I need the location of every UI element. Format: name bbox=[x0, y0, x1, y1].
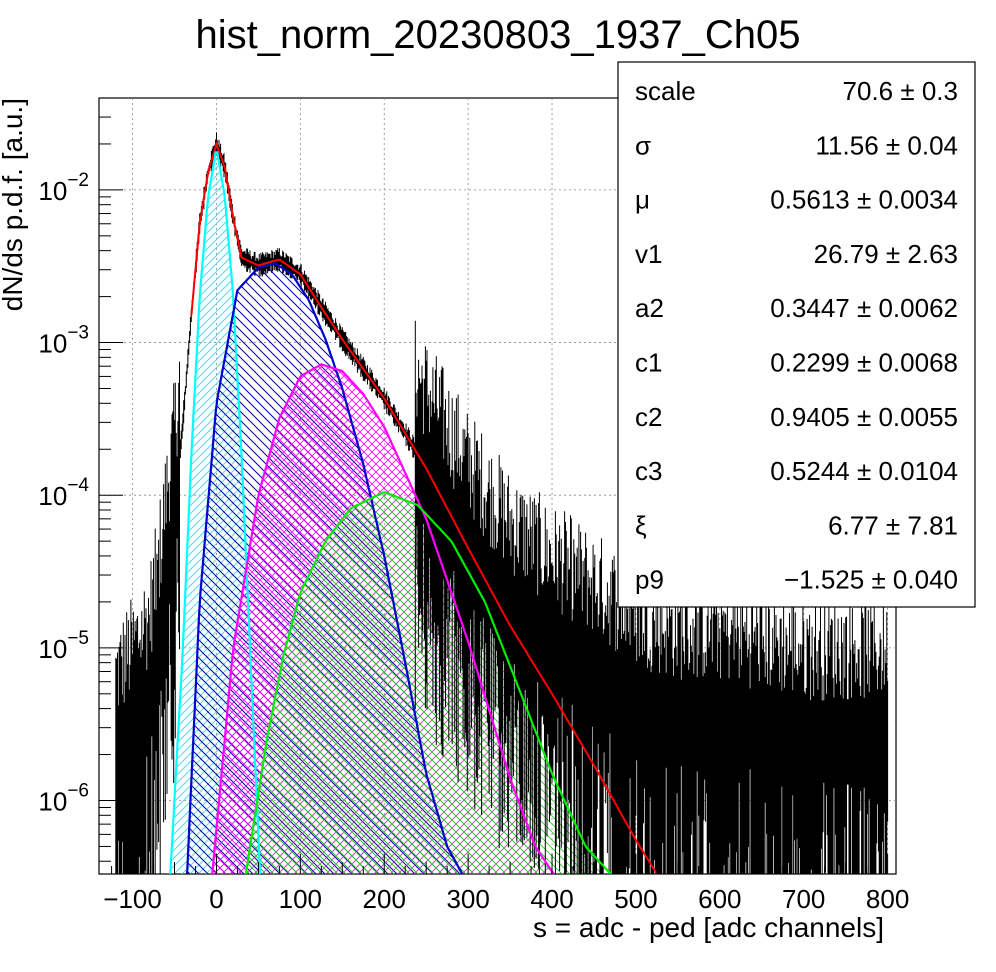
x-tick-label: 300 bbox=[446, 884, 489, 914]
fit-stats-box: scale 70.6 ± 0.3 σ 11.56 ± 0.04 μ 0.5613 ± 0.… bbox=[617, 61, 976, 608]
stat-name: μ bbox=[635, 185, 650, 215]
chart-title: hist_norm_20230803_1937_Ch05 bbox=[196, 13, 801, 57]
x-tick-label: 100 bbox=[279, 884, 322, 914]
stat-name: p9 bbox=[635, 565, 664, 595]
y-tick-label: 10−2 bbox=[38, 170, 89, 206]
fit-curves bbox=[169, 140, 658, 874]
component-1-curve bbox=[186, 262, 464, 874]
stat-value: −1.525 ± 0.040 bbox=[784, 565, 958, 595]
stat-value: 70.6 ± 0.3 bbox=[843, 76, 958, 106]
total-fit-curve bbox=[190, 140, 658, 874]
y-tick-label: 10−5 bbox=[38, 628, 89, 664]
stat-value: 0.5244 ± 0.0104 bbox=[770, 456, 958, 486]
stat-value: 6.77 ± 7.81 bbox=[828, 510, 958, 540]
y-tick-label: 10−4 bbox=[38, 475, 89, 511]
component-3-curve bbox=[244, 491, 612, 874]
stat-name: v1 bbox=[635, 239, 662, 269]
x-tick-label: −100 bbox=[103, 884, 162, 914]
stat-name: ξ bbox=[635, 510, 647, 540]
stat-name: σ bbox=[635, 130, 651, 160]
stat-value: 26.79 ± 2.63 bbox=[814, 239, 958, 269]
stat-name: a2 bbox=[635, 293, 664, 323]
y-axis-label: dN/ds p.d.f. [a.u.] bbox=[0, 98, 28, 311]
x-tick-label: 600 bbox=[698, 884, 741, 914]
axis-ticks: −100 0 100 200 300 400 500 600 700 800 10−2 10−3 10−… bbox=[38, 97, 909, 914]
x-tick-label: 400 bbox=[530, 884, 573, 914]
x-tick-label: 700 bbox=[782, 884, 825, 914]
stat-value: 0.9405 ± 0.0055 bbox=[770, 402, 958, 432]
stat-name: c2 bbox=[635, 402, 662, 432]
x-tick-label: 800 bbox=[866, 884, 909, 914]
x-tick-label: 500 bbox=[614, 884, 657, 914]
y-tick-label: 10−3 bbox=[38, 323, 89, 359]
stat-value: 0.2299 ± 0.0068 bbox=[770, 348, 958, 378]
stat-name: c1 bbox=[635, 348, 662, 378]
x-axis-label: s = adc - ped [adc channels] bbox=[533, 912, 884, 943]
y-tick-label: 10−6 bbox=[38, 781, 89, 817]
stat-value: 11.56 ± 0.04 bbox=[816, 130, 958, 160]
stat-name: scale bbox=[635, 76, 696, 106]
x-tick-label: 0 bbox=[209, 884, 223, 914]
stat-name: c3 bbox=[635, 456, 662, 486]
x-tick-label: 200 bbox=[363, 884, 406, 914]
pedestal-component-curve bbox=[169, 151, 262, 874]
component-2-curve bbox=[211, 363, 555, 874]
stat-value: 0.3447 ± 0.0062 bbox=[770, 293, 958, 323]
stat-value: 0.5613 ± 0.0034 bbox=[770, 185, 958, 215]
